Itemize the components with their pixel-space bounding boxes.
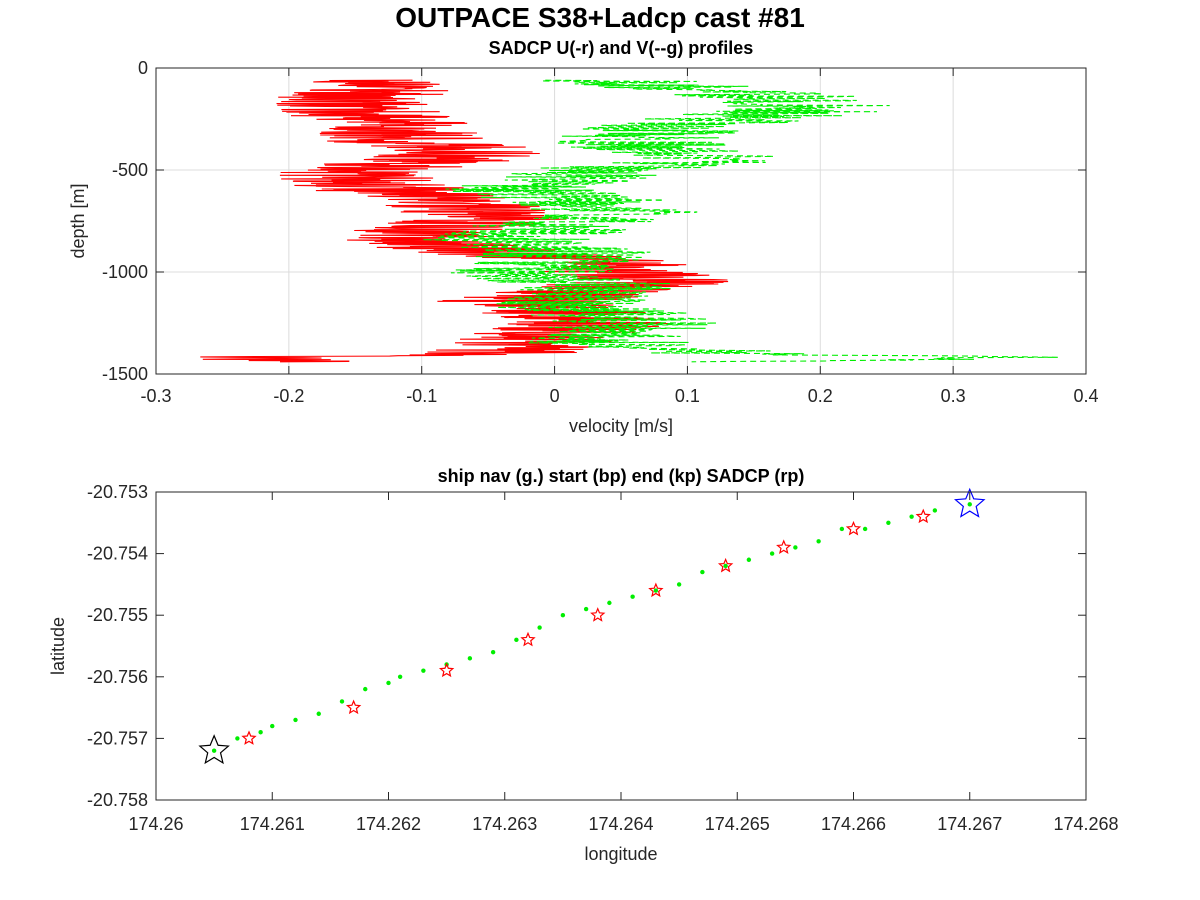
ax1-xtick-label: -0.1 [406, 386, 437, 406]
ax2-xtick-label: 174.264 [588, 814, 653, 834]
ax2-xtick-label: 174.261 [240, 814, 305, 834]
ax1-frame [155, 67, 1087, 375]
u-velocity-line [200, 79, 729, 363]
sadcp-star-marker [648, 582, 664, 598]
ax2-series [198, 487, 986, 765]
ax2-xlabel: longitude [584, 844, 657, 864]
ax1-xtick-label: 0.3 [941, 386, 966, 406]
ax1-ytick-label: 0 [138, 58, 148, 78]
ship-nav-point [490, 649, 496, 655]
ship-nav-point [211, 748, 217, 753]
ax1-xtick-label: 0.1 [675, 386, 700, 406]
end-star-marker [198, 734, 230, 765]
ax2-xtick-label: 174.262 [356, 814, 421, 834]
ax2-ytick-label: -20.753 [87, 482, 148, 502]
ship-nav-point [258, 730, 263, 735]
ship-nav-point [676, 582, 682, 587]
ship-nav-point [886, 520, 891, 525]
figure-title: OUTPACE S38+Ladcp cast #81 [395, 2, 805, 33]
ship-nav-point [339, 699, 345, 704]
ship-nav-point [700, 569, 705, 575]
ax1-ytick-label: -1500 [102, 364, 148, 384]
ship-nav-point [723, 563, 728, 569]
ship-nav-point [583, 606, 589, 612]
sadcp-star-marker [915, 508, 931, 524]
ship-nav-point [560, 613, 566, 618]
ship-nav-point [270, 723, 275, 729]
sadcp-star-marker [241, 730, 257, 745]
ship-nav-point [293, 717, 298, 723]
ship-nav-point [514, 637, 519, 643]
ship-nav-point [630, 594, 635, 599]
ax2-ticks: 174.26 174.261 174.262 174.263 174.264 174.26… [87, 482, 1119, 834]
ax2-xtick-label: 174.265 [705, 814, 770, 834]
ax2-ylabel: latitude [48, 617, 68, 675]
v-velocity-line [422, 79, 1058, 363]
ship-nav-point [467, 656, 473, 661]
ax2-xtick-label: 174.266 [821, 814, 886, 834]
start-star-marker [953, 487, 986, 518]
ax2-xtick-label: 174.267 [937, 814, 1002, 834]
ship-nav-point [816, 539, 821, 544]
sadcp-star-marker [438, 662, 455, 678]
ship-nav-point [839, 526, 845, 532]
ax2-ytick-label: -20.757 [87, 728, 148, 748]
ship-nav-point [607, 600, 612, 606]
ship-nav-point [386, 680, 391, 686]
sadcp-star-marker [776, 539, 792, 554]
ax1-xtick-label: -0.2 [273, 386, 304, 406]
ax2-xtick-label: 174.268 [1053, 814, 1118, 834]
ship-nav-point [316, 711, 321, 716]
ship-nav-point [746, 557, 752, 562]
ship-nav-point [421, 668, 426, 673]
ship-nav-point [235, 736, 240, 741]
ax1-series [200, 79, 1058, 363]
ax1-xlabel: velocity [m/s] [569, 416, 673, 436]
ax1-xtick-label: 0.2 [808, 386, 833, 406]
ship-nav-point [653, 588, 659, 593]
ship-nav-point [537, 625, 542, 630]
sadcp-star-marker [717, 557, 734, 573]
ship-nav-point [363, 686, 368, 692]
ax1-ticks: -0.3 -0.2 -0.1 0 0.1 0.2 0.3 0.4 0 -500 -1000 -1500 [102, 58, 1099, 406]
sadcp-star-marker [345, 699, 362, 715]
ship-nav-point [967, 502, 972, 507]
ax2-xtick-label: 174.263 [472, 814, 537, 834]
ax1-xtick-label: -0.3 [140, 386, 171, 406]
ax1-xtick-label: 0.4 [1073, 386, 1098, 406]
ax1-xtick-label: 0 [550, 386, 560, 406]
ax1-ytick-label: -500 [112, 160, 148, 180]
sadcp-star-marker [520, 631, 536, 647]
ship-nav-point [862, 526, 868, 532]
ship-nav-point [932, 508, 938, 513]
ax1-ytick-label: -1000 [102, 262, 148, 282]
ax2-ytick-label: -20.755 [87, 605, 148, 625]
ax2-ytick-label: -20.758 [87, 790, 148, 810]
ship-nav-point [397, 674, 403, 679]
ax2-frame [155, 491, 1087, 801]
ship-nav-point [793, 545, 798, 550]
ax2-ytick-label: -20.756 [87, 667, 148, 687]
ax2-title: ship nav (g.) start (bp) end (kp) SADCP … [438, 466, 805, 486]
ax1-ylabel: depth [m] [68, 183, 88, 258]
sadcp-star-marker [845, 520, 862, 536]
ax2-xtick-label: 174.26 [128, 814, 183, 834]
ax1-title: SADCP U(-r) and V(--g) profiles [489, 38, 754, 58]
sadcp-star-marker [590, 607, 606, 622]
ax2-ytick-label: -20.754 [87, 544, 148, 564]
ship-nav-point [769, 551, 775, 556]
ship-nav-point [909, 514, 914, 519]
